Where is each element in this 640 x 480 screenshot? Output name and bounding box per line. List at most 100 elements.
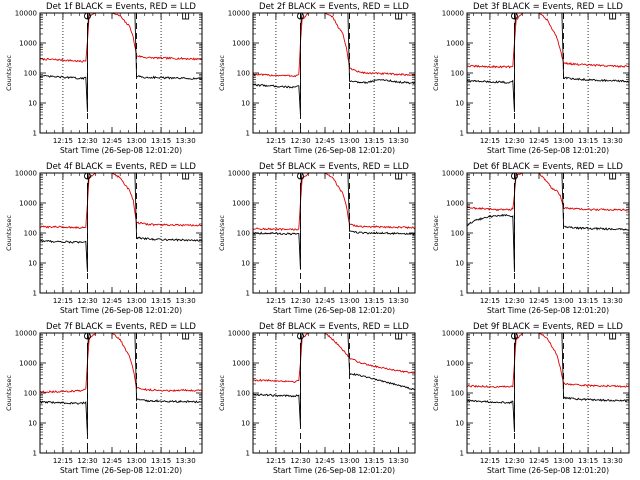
plot-frame <box>466 172 630 294</box>
lld-series-line <box>466 12 630 69</box>
x-tick-label: 13:15 <box>578 457 598 465</box>
y-tick-label: 100 <box>24 230 37 238</box>
x-axis-label: Start Time (26-Sep-08 12:01:20) <box>60 306 182 315</box>
x-tick-label: 12:15 <box>480 457 500 465</box>
y-tick-label: 10000 <box>15 10 37 18</box>
detector-panel: Det 4f BLACK = Events, RED = LLD Counts/s… <box>5 162 203 315</box>
x-tick-label: 13:30 <box>176 457 196 465</box>
x-tick-label: 13:00 <box>339 297 359 305</box>
x-axis-label: Start Time (26-Sep-08 12:01:20) <box>487 146 609 155</box>
lld-series-line <box>39 332 203 394</box>
y-tick-label: 100 <box>451 230 464 238</box>
x-tick-label: 13:30 <box>389 457 409 465</box>
events-series-line <box>466 332 630 433</box>
y-tick-label: 1 <box>460 290 464 298</box>
lld-series-line <box>39 172 203 230</box>
x-tick-label: 13:15 <box>151 137 171 145</box>
y-tick-label: 10000 <box>442 330 464 338</box>
x-tick-label: 13:30 <box>176 297 196 305</box>
panel-title: Det 9f BLACK = Events, RED = LLD <box>473 322 623 332</box>
x-tick-label: 12:15 <box>53 457 73 465</box>
x-tick-label: 12:15 <box>53 297 73 305</box>
x-tick-label: 12:30 <box>77 297 97 305</box>
y-tick-label: 10000 <box>228 170 250 178</box>
x-tick-label: 13:00 <box>339 137 359 145</box>
x-tick-label: 12:15 <box>266 137 286 145</box>
x-tick-label: 12:30 <box>290 137 310 145</box>
y-tick-label: 10 <box>455 100 464 108</box>
x-tick-label: 13:15 <box>151 457 171 465</box>
x-tick-label: 12:45 <box>529 297 549 305</box>
events-series-line <box>39 172 203 273</box>
lld-series-line <box>466 332 630 388</box>
y-tick-label: 100 <box>451 70 464 78</box>
y-tick-label: 10000 <box>442 170 464 178</box>
plot-frame <box>39 172 203 294</box>
x-tick-label: 13:30 <box>176 137 196 145</box>
x-tick-label: 12:45 <box>315 457 335 465</box>
x-tick-label: 13:15 <box>578 297 598 305</box>
x-tick-label: 12:45 <box>529 457 549 465</box>
x-tick-label: 12:45 <box>102 297 122 305</box>
y-axis-label: Counts/sec <box>5 375 13 411</box>
x-tick-label: 12:15 <box>53 137 73 145</box>
x-axis-label: Start Time (26-Sep-08 12:01:20) <box>273 466 395 475</box>
y-tick-label: 10 <box>28 100 37 108</box>
events-series-line <box>466 172 630 273</box>
detector-panel: Det 7f BLACK = Events, RED = LLD Counts/s… <box>5 322 203 475</box>
detector-panel: Det 2f BLACK = Events, RED = LLD Counts/s… <box>218 2 416 155</box>
events-series-line <box>252 172 416 270</box>
plot-frame <box>39 332 203 454</box>
panel-title: Det 6f BLACK = Events, RED = LLD <box>473 162 623 172</box>
y-tick-label: 10000 <box>442 10 464 18</box>
events-series-line <box>466 12 630 113</box>
y-axis-label: Counts/sec <box>5 215 13 251</box>
y-tick-label: 10 <box>455 260 464 268</box>
y-tick-label: 1 <box>460 450 464 458</box>
x-axis-label: Start Time (26-Sep-08 12:01:20) <box>273 146 395 155</box>
plot-frame <box>466 332 630 454</box>
x-tick-label: 13:00 <box>126 457 146 465</box>
y-tick-label: 1000 <box>446 200 464 208</box>
x-tick-label: 13:00 <box>126 297 146 305</box>
lld-series-line <box>466 172 630 212</box>
detector-panel: Det 6f BLACK = Events, RED = LLD Counts/s… <box>432 162 630 315</box>
y-tick-label: 10 <box>241 100 250 108</box>
y-tick-label: 1000 <box>232 360 250 368</box>
y-axis-label: Counts/sec <box>218 215 226 251</box>
y-tick-label: 100 <box>451 390 464 398</box>
panel-title: Det 8f BLACK = Events, RED = LLD <box>259 322 409 332</box>
y-tick-label: 1 <box>460 130 464 138</box>
y-tick-label: 1 <box>33 290 37 298</box>
y-axis-label: Counts/sec <box>432 375 440 411</box>
x-tick-label: 13:15 <box>151 297 171 305</box>
y-tick-label: 1 <box>246 450 250 458</box>
y-tick-label: 1000 <box>232 200 250 208</box>
y-tick-label: 1 <box>246 290 250 298</box>
x-tick-label: 13:30 <box>389 297 409 305</box>
plot-frame <box>39 12 203 134</box>
panel-title: Det 2f BLACK = Events, RED = LLD <box>259 2 409 12</box>
lld-series-line <box>252 332 416 383</box>
events-series-line <box>39 12 203 113</box>
y-tick-label: 100 <box>24 390 37 398</box>
x-axis-label: Start Time (26-Sep-08 12:01:20) <box>487 466 609 475</box>
x-tick-label: 13:30 <box>603 137 623 145</box>
detector-panel: Det 1f BLACK = Events, RED = LLD Counts/s… <box>5 2 203 155</box>
y-tick-label: 10 <box>28 260 37 268</box>
x-axis-label: Start Time (26-Sep-08 12:01:20) <box>60 146 182 155</box>
y-tick-label: 10 <box>28 420 37 428</box>
x-axis-label: Start Time (26-Sep-08 12:01:20) <box>487 306 609 315</box>
panel-title: Det 7f BLACK = Events, RED = LLD <box>46 322 196 332</box>
plot-frame <box>252 332 416 454</box>
x-tick-label: 12:30 <box>77 457 97 465</box>
x-tick-label: 13:30 <box>389 137 409 145</box>
x-tick-label: 12:45 <box>315 137 335 145</box>
events-series-line <box>252 332 416 426</box>
y-tick-label: 10000 <box>228 10 250 18</box>
y-tick-label: 1000 <box>19 200 37 208</box>
x-tick-label: 12:30 <box>504 297 524 305</box>
events-series-line <box>39 332 203 435</box>
y-tick-label: 10000 <box>15 170 37 178</box>
